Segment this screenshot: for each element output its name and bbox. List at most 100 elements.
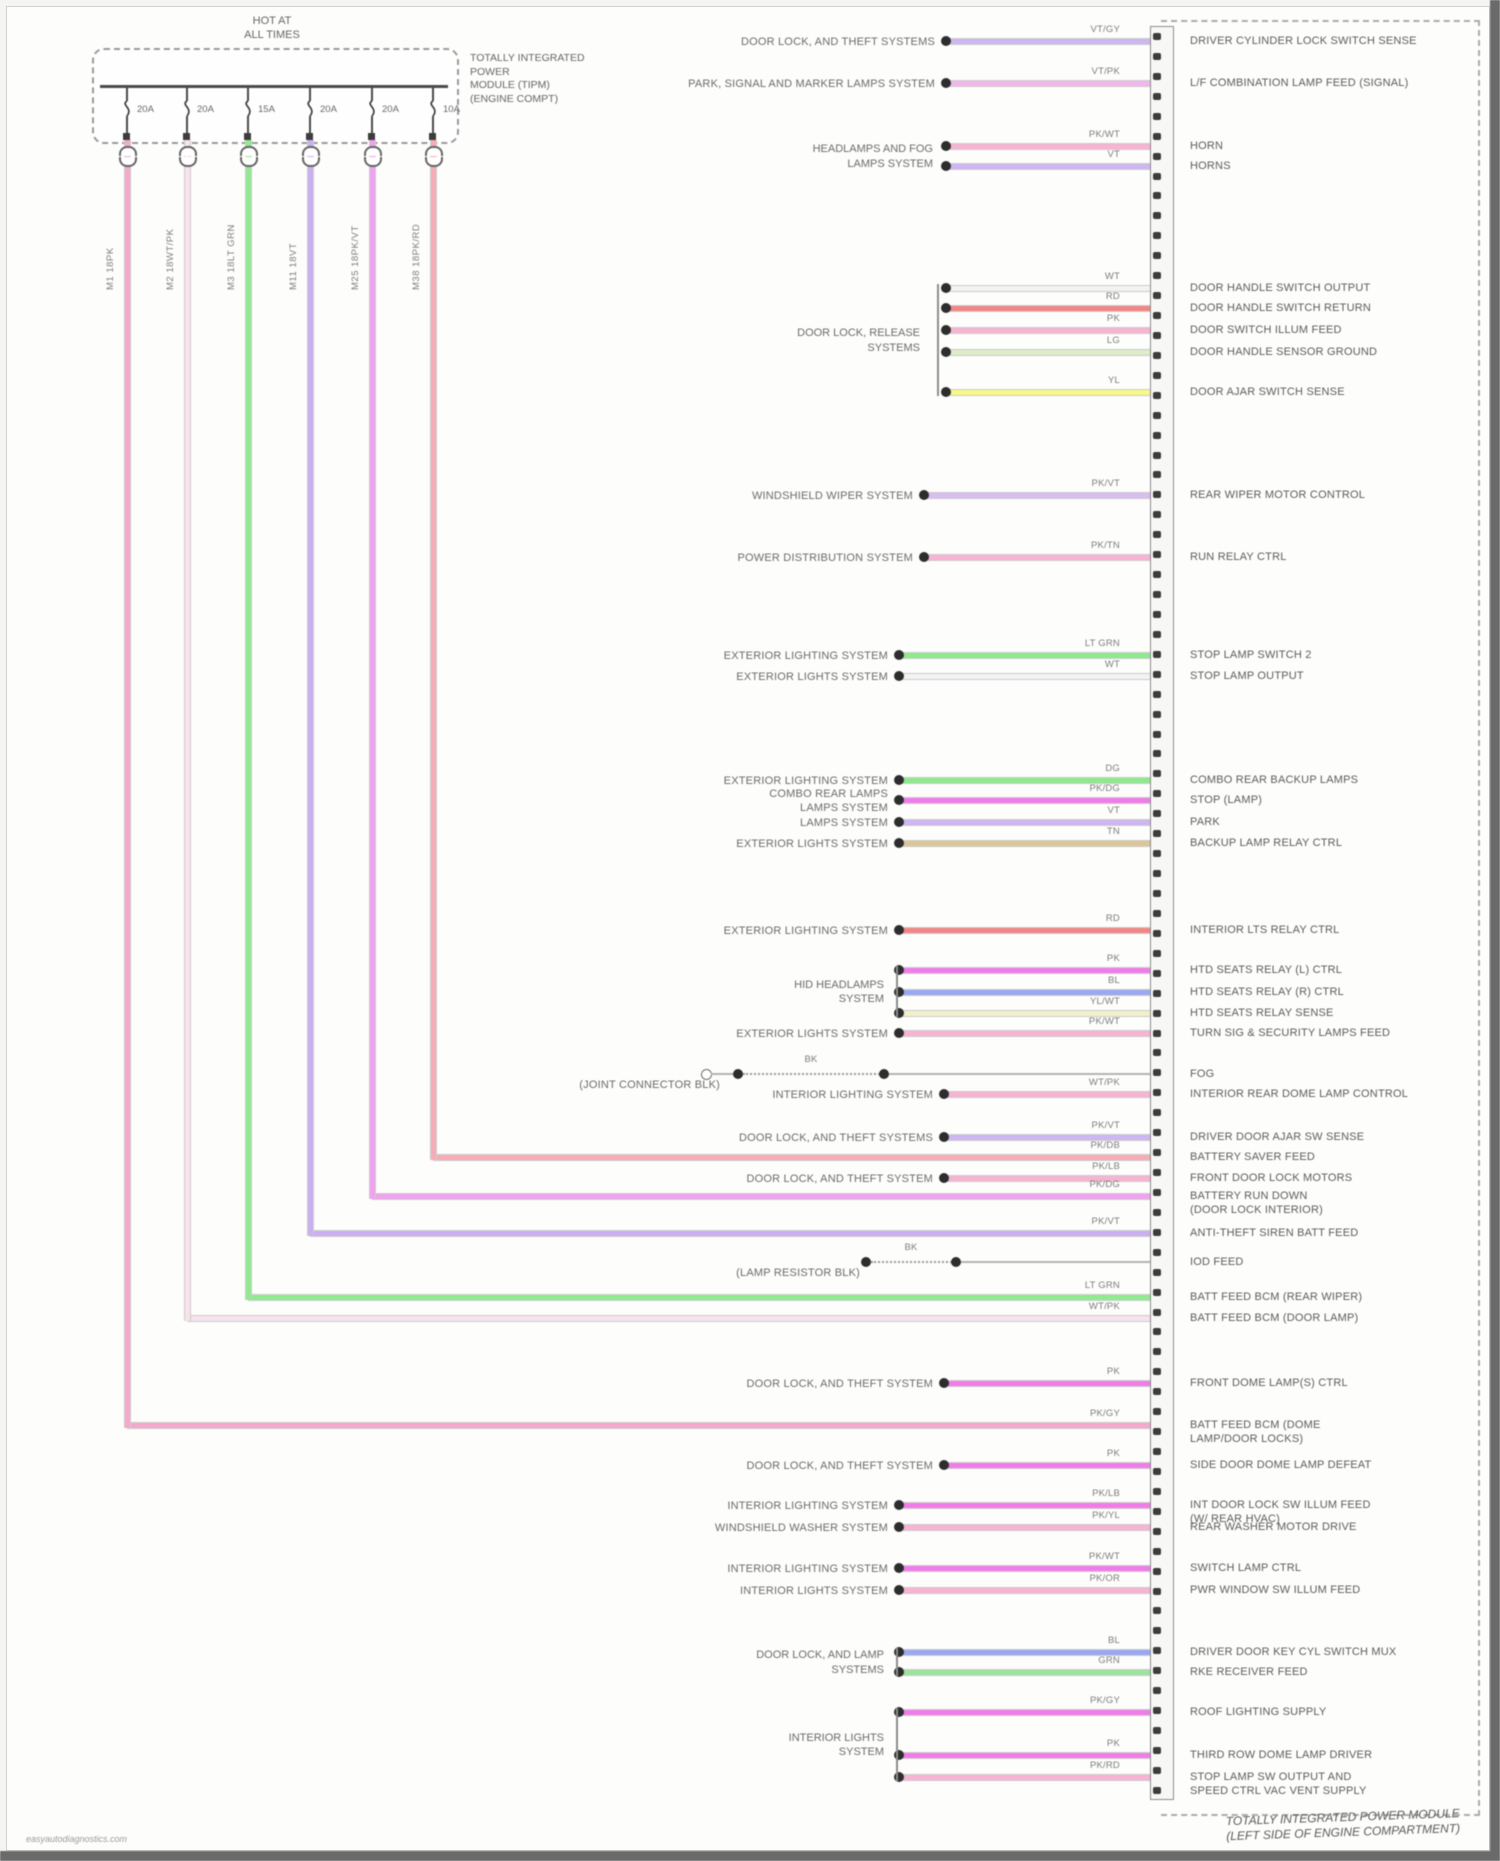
connector-pin <box>1153 1448 1161 1456</box>
wire-terminal-dot <box>941 36 951 46</box>
group-label: DOOR LOCK, AND LAMP SYSTEMS <box>756 1649 884 1676</box>
wire-code-label: VT/GY <box>1090 24 1120 35</box>
connector-pin <box>1153 132 1161 140</box>
connector-pin <box>1153 969 1161 977</box>
connector-pin <box>1153 1308 1161 1316</box>
wire-terminal-dot <box>941 161 951 171</box>
connector-pin <box>1153 192 1161 200</box>
pin-function-label: HORN <box>1190 140 1224 152</box>
group-label: INTERIOR LIGHTS SYSTEM <box>788 1731 884 1759</box>
pin-function-label: L/F COMBINATION LAMP FEED (SIGNAL) <box>1190 77 1409 89</box>
wire-terminal-dot <box>941 141 951 151</box>
connector-pin <box>1153 1467 1161 1475</box>
inline-connector-icon <box>425 157 443 167</box>
connector-pin <box>1153 1248 1161 1256</box>
pin-function-label: DOOR HANDLE SWITCH OUTPUT <box>1190 282 1371 294</box>
wire-terminal-dot <box>941 347 951 357</box>
circuit-left-label: EXTERIOR LIGHTS SYSTEM <box>736 838 888 850</box>
fuse-icon <box>303 100 317 117</box>
circuit-left-label: EXTERIOR LIGHTING SYSTEM <box>723 775 888 787</box>
pin-function-label: BATT FEED BCM (REAR WIPER) <box>1190 1291 1363 1303</box>
connector-pin <box>1153 491 1161 499</box>
connector-pin <box>1153 52 1161 60</box>
wire-terminal-dot <box>941 303 951 313</box>
feed-wire-code-label: M1 18PK <box>105 247 116 290</box>
wire <box>900 1010 1150 1017</box>
circuit-left-label: EXTERIOR LIGHTING SYSTEM <box>723 925 888 937</box>
circuit-left-label: DOOR LOCK, AND THEFT SYSTEMS <box>738 1132 933 1144</box>
wire-terminal-dot <box>941 283 951 293</box>
wire <box>900 840 1150 847</box>
circuit-left-label: (LAMP RESISTOR BLK) <box>736 1267 860 1279</box>
connector-pin <box>1153 830 1161 838</box>
wire <box>900 927 1150 934</box>
connector-pin <box>1153 1149 1161 1157</box>
wire-terminal-dot <box>894 650 904 660</box>
fuse-amp-rating: 10A <box>443 104 460 115</box>
group-bracket <box>896 1708 898 1781</box>
circuit-left-label: POWER DISTRIBUTION SYSTEM <box>737 552 913 564</box>
circuit-left-label: WINDSHIELD WASHER SYSTEM <box>714 1522 888 1534</box>
pin-function-label: LAMP/DOOR LOCKS) <box>1190 1433 1304 1445</box>
feed-wire-code-label: M38 18PK/RD <box>411 223 422 290</box>
wire-code-label: WT/PK <box>1088 1077 1120 1088</box>
connector-pin <box>1153 1707 1161 1715</box>
wire-code-label: PK <box>1106 1738 1120 1749</box>
splice-lead <box>711 1073 738 1075</box>
pin-function-label: COMBO REAR BACKUP LAMPS <box>1190 774 1359 786</box>
wire-terminal-dot <box>894 1750 904 1760</box>
fusebox-exit-pin <box>183 133 190 140</box>
circuit-left-label: WINDSHIELD WIPER SYSTEM <box>751 490 913 502</box>
wire <box>900 1502 1150 1509</box>
wire-code-label: PK/OR <box>1089 1573 1120 1584</box>
wire <box>900 1649 1150 1656</box>
inline-connector-icon <box>364 157 382 167</box>
wire <box>900 989 1150 996</box>
circuit-left-label: INTERIOR LIGHTING SYSTEM <box>727 1500 888 1512</box>
pin-function-label: ANTI-THEFT SIREN BATT FEED <box>1190 1227 1359 1239</box>
connector-pin <box>1153 1388 1161 1396</box>
fusebox-module-label: TOTALLY INTEGRATED POWER MODULE (TIPM) (… <box>470 52 585 106</box>
splice-wire <box>961 1261 1150 1263</box>
hot-at-label: HOT AT ALL TIMES <box>172 14 372 42</box>
connector-pin <box>1153 1049 1161 1057</box>
fusebox-exit-pin <box>244 133 251 140</box>
connector-pin <box>1153 1408 1161 1416</box>
pin-function-label: THIRD ROW DOME LAMP DRIVER <box>1190 1749 1373 1761</box>
circuit-left-label: COMBO REAR LAMPS LAMPS SYSTEM <box>769 788 888 814</box>
splice-dot <box>951 1257 961 1267</box>
connector-pin <box>1153 790 1161 798</box>
wire-code-label: WT <box>1104 271 1120 282</box>
wire <box>947 327 1150 334</box>
fuse-amp-rating: 20A <box>320 104 337 115</box>
wire-code-label: VT <box>1107 805 1120 816</box>
wire-terminal-dot <box>939 1378 949 1388</box>
connector-pin <box>1153 292 1161 300</box>
feed-wire-vertical <box>307 140 314 1236</box>
pin-function-label: DRIVER DOOR KEY CYL SWITCH MUX <box>1190 1646 1397 1658</box>
connector-pin <box>1153 431 1161 439</box>
connector-pin <box>1153 1169 1161 1176</box>
connector-pin <box>1153 909 1161 917</box>
connector-pin <box>1153 1727 1161 1735</box>
wire-code-label: WT/PK <box>1088 1301 1120 1312</box>
group-label: HID HEADLAMPS SYSTEM <box>794 978 884 1006</box>
wire-code-label: PK <box>1106 953 1120 964</box>
circuit-left-label: EXTERIOR LIGHTS SYSTEM <box>736 671 888 683</box>
wire-code-label: PK/TN <box>1091 540 1120 551</box>
wire <box>945 1462 1150 1469</box>
wire <box>900 777 1150 784</box>
wire-code-label: PK/YL <box>1092 1510 1120 1521</box>
page-edge-bottom <box>0 1851 1500 1861</box>
wire-code-label: PK/VT <box>1091 1216 1120 1227</box>
circuit-left-label: DOOR LOCK, AND THEFT SYSTEM <box>746 1173 933 1185</box>
connector-pin <box>1153 351 1161 359</box>
connector-pin <box>1153 690 1161 698</box>
wire <box>372 1193 1150 1200</box>
fusebox-exit-pin <box>368 133 375 140</box>
wire <box>900 673 1150 680</box>
connector-pin <box>1153 610 1161 618</box>
fuse-amp-rating: 15A <box>258 104 275 115</box>
connector-pin <box>1153 1567 1161 1575</box>
connector-pin <box>1153 650 1161 658</box>
